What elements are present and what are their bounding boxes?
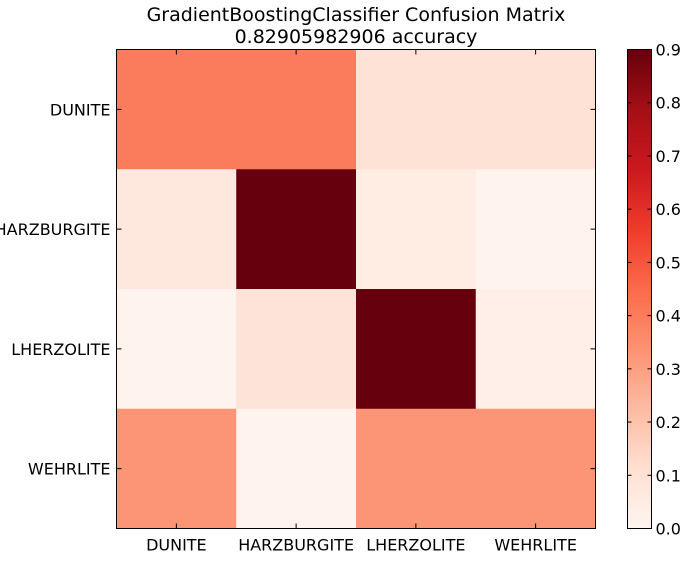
heatmap-cell xyxy=(116,169,237,290)
chart-title: GradientBoostingClassifier Confusion Mat… xyxy=(147,4,566,26)
heatmap-cell xyxy=(475,408,596,529)
heatmap-cell xyxy=(356,408,477,529)
colorbar-ticks: 0.0 0.1 0.2 0.3 0.4 0.5 0.6 0.7 0.8 0.9 xyxy=(627,41,681,539)
colorbar-tick-label: 0.5 xyxy=(656,253,681,272)
heatmap-cell xyxy=(475,49,596,170)
x-tick-label: HARZBURGITE xyxy=(238,536,354,555)
heatmap-cell xyxy=(116,408,237,529)
y-tick-label: WEHRLITE xyxy=(28,460,111,479)
colorbar-tick-label: 0.8 xyxy=(656,94,681,113)
heatmap-cells xyxy=(116,49,596,529)
x-tick-label: LHERZOLITE xyxy=(366,536,465,555)
heatmap-cell xyxy=(356,169,477,290)
colorbar-tick-label: 0.0 xyxy=(656,520,681,539)
colorbar-tick-label: 0.6 xyxy=(656,200,681,219)
heatmap-cell xyxy=(236,408,357,529)
heatmap-cell xyxy=(236,289,357,410)
colorbar xyxy=(627,49,652,529)
y-tick-label: HARZBURGITE xyxy=(0,220,111,239)
x-tick-label: DUNITE xyxy=(146,536,207,555)
heatmap-cell xyxy=(236,49,357,170)
colorbar-tick-label: 0.7 xyxy=(656,147,681,166)
heatmap-cell xyxy=(116,49,237,170)
chart-subtitle: 0.82905982906 accuracy xyxy=(235,26,478,48)
x-tick-labels: DUNITE HARZBURGITE LHERZOLITE WEHRLITE xyxy=(146,536,577,555)
heatmap-cell xyxy=(475,289,596,410)
heatmap-cell xyxy=(236,169,357,290)
y-tick-label: DUNITE xyxy=(50,100,111,119)
colorbar-tick-label: 0.2 xyxy=(656,413,681,432)
heatmap-cell xyxy=(356,49,477,170)
x-tick-label: WEHRLITE xyxy=(494,536,577,555)
colorbar-tick-label: 0.9 xyxy=(656,41,681,60)
heatmap-cell xyxy=(475,169,596,290)
y-tick-label: LHERZOLITE xyxy=(11,340,110,359)
heatmap-cell xyxy=(116,289,237,410)
heatmap-cell xyxy=(356,289,477,410)
colorbar-tick-label: 0.4 xyxy=(656,307,681,326)
colorbar-tick-label: 0.1 xyxy=(656,466,681,485)
colorbar-tick-label: 0.3 xyxy=(656,360,681,379)
plot-frame xyxy=(116,49,596,529)
axis-ticks xyxy=(116,49,596,529)
y-tick-labels: DUNITE HARZBURGITE LHERZOLITE WEHRLITE xyxy=(0,100,111,478)
